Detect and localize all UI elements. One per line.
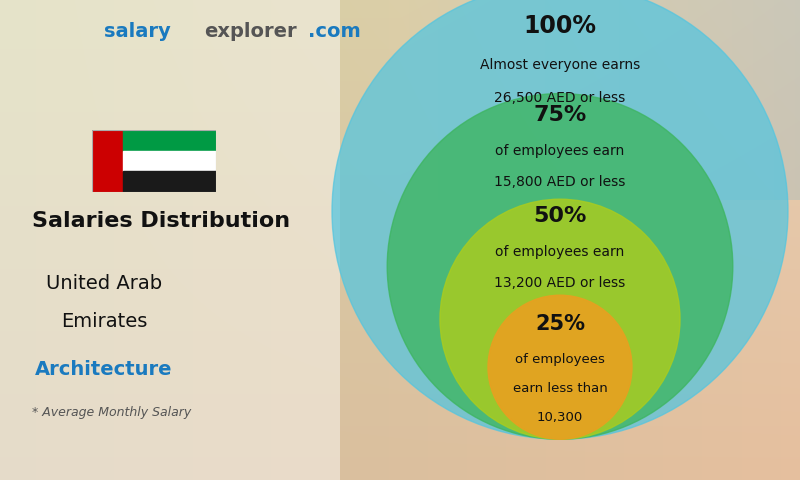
Text: of employees earn: of employees earn bbox=[495, 144, 625, 158]
Text: 13,200 AED or less: 13,200 AED or less bbox=[494, 276, 626, 290]
Text: .com: .com bbox=[308, 22, 361, 41]
Text: 26,500 AED or less: 26,500 AED or less bbox=[494, 91, 626, 106]
Text: 10,300: 10,300 bbox=[537, 411, 583, 424]
Text: * Average Monthly Salary: * Average Monthly Salary bbox=[32, 406, 191, 420]
Text: Almost everyone earns: Almost everyone earns bbox=[480, 58, 640, 72]
Text: of employees: of employees bbox=[515, 353, 605, 367]
Bar bbox=[123, 151, 216, 171]
Bar bbox=[123, 130, 216, 151]
Text: 15,800 AED or less: 15,800 AED or less bbox=[494, 175, 626, 190]
Text: 50%: 50% bbox=[534, 206, 586, 226]
Bar bbox=[92, 130, 123, 192]
Text: United Arab: United Arab bbox=[46, 274, 162, 293]
Text: 75%: 75% bbox=[534, 105, 586, 125]
Circle shape bbox=[488, 295, 632, 439]
Text: Emirates: Emirates bbox=[61, 312, 147, 331]
Text: Architecture: Architecture bbox=[35, 360, 173, 379]
Text: of employees earn: of employees earn bbox=[495, 245, 625, 259]
Text: salary: salary bbox=[104, 22, 170, 41]
Text: 25%: 25% bbox=[535, 314, 585, 334]
Text: Salaries Distribution: Salaries Distribution bbox=[32, 211, 290, 231]
Text: explorer: explorer bbox=[204, 22, 297, 41]
Bar bbox=[123, 171, 216, 192]
Circle shape bbox=[440, 199, 680, 439]
Text: 100%: 100% bbox=[523, 14, 597, 38]
Circle shape bbox=[332, 0, 788, 439]
Text: earn less than: earn less than bbox=[513, 382, 607, 396]
Circle shape bbox=[387, 94, 733, 439]
